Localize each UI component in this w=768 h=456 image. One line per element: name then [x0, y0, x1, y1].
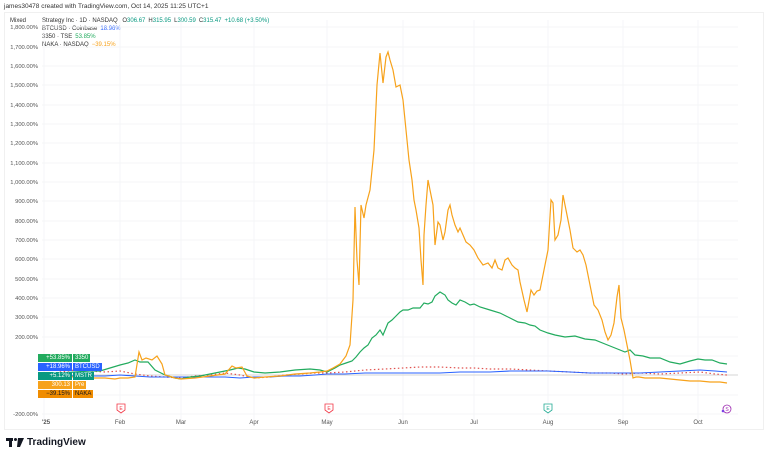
svg-text:S: S: [725, 407, 729, 413]
svg-text:500.00%: 500.00%: [15, 277, 38, 283]
grid: [42, 20, 738, 420]
svg-text:Sep: Sep: [618, 420, 629, 426]
svg-text:1,200.00%: 1,200.00%: [10, 141, 38, 147]
badge-3350: +53.85% 3350: [38, 354, 102, 362]
legend-ohlc: O306.67 H315.95 L300.59 C315.47 +10.68 (+3.5…: [122, 18, 272, 24]
split-event-oct[interactable]: S: [721, 404, 732, 414]
series-naka-line: [43, 50, 728, 384]
svg-text:Jul: Jul: [470, 420, 478, 426]
badge-value: +53.85%: [38, 354, 72, 362]
svg-text:1,300.00%: 1,300.00%: [10, 122, 38, 128]
change-value: +10.68 (+3.50%): [224, 18, 270, 24]
svg-text:E: E: [546, 406, 550, 412]
badge-value: +18.96%: [38, 363, 72, 371]
badge-symbol: 3350: [73, 354, 91, 362]
svg-text:300.00%: 300.00%: [15, 315, 38, 321]
high-label: H: [148, 18, 153, 24]
svg-text:1,500.00%: 1,500.00%: [10, 83, 38, 89]
brand-name: TradingView: [27, 437, 86, 448]
badge-btcusd: +18.96% BTCUSD: [38, 363, 102, 371]
legend-series-name: 3350 · TSE: [42, 34, 73, 40]
svg-text:E: E: [119, 406, 123, 412]
svg-text:1,000.00%: 1,000.00%: [10, 180, 38, 186]
legend: Strategy Inc · 1D · NASDAQ O306.67 H315.9…: [42, 17, 275, 49]
svg-text:700.00%: 700.00%: [15, 238, 38, 244]
series-3350-line: [43, 291, 728, 380]
svg-text:200.00%: 200.00%: [15, 335, 38, 341]
tradingview-logo-icon: [6, 438, 24, 447]
badge-symbol: MSTR: [73, 372, 94, 380]
svg-text:800.00%: 800.00%: [15, 219, 38, 225]
scale-mode-label[interactable]: Mixed: [10, 18, 27, 24]
badge-symbol: BTCUSD: [73, 363, 102, 371]
svg-text:1,700.00%: 1,700.00%: [10, 45, 38, 51]
open-value: 306.67: [127, 18, 146, 24]
y-axis: 1,800.00% 1,700.00% 1,600.00% 1,500.00% …: [10, 25, 38, 418]
svg-text:Mar: Mar: [176, 420, 186, 426]
chart-frame: [4, 12, 764, 430]
badge-premarket: 300.13 Pre: [38, 381, 102, 389]
badge-naka: −39.15% NAKA: [38, 390, 102, 398]
tradingview-brand[interactable]: TradingView: [6, 437, 86, 448]
earnings-event-feb[interactable]: E: [116, 403, 126, 414]
badge-symbol: Pre: [73, 381, 87, 389]
svg-text:1,400.00%: 1,400.00%: [10, 103, 38, 109]
svg-text:Aug: Aug: [543, 420, 554, 426]
legend-series-value: −39.15%: [91, 42, 116, 48]
svg-text:Oct: Oct: [693, 420, 703, 426]
svg-text:Jun: Jun: [398, 420, 408, 426]
legend-3350[interactable]: 3350 · TSE 53.85%: [42, 33, 275, 41]
open-label: O: [122, 18, 128, 24]
badge-mstr: +5.12% MSTR: [38, 372, 102, 380]
svg-text:400.00%: 400.00%: [15, 296, 38, 302]
badge-value: 300.13: [38, 381, 72, 389]
chart-credit: james30478 created with TradingView.com,…: [4, 3, 209, 10]
x-axis: '25 Feb Mar Apr May Jun Jul Aug Sep Oct: [42, 420, 703, 426]
price-scale-badges: +53.85% 3350 +18.96% BTCUSD +5.12% MSTR …: [38, 354, 102, 399]
low-label: L: [174, 18, 178, 24]
svg-text:-200.00%: -200.00%: [13, 412, 38, 418]
legend-main-name: Strategy Inc · 1D · NASDAQ: [42, 18, 118, 24]
close-label: C: [198, 18, 204, 24]
high-value: 315.95: [152, 18, 172, 24]
svg-text:E: E: [327, 406, 331, 412]
legend-series-name: BTCUSD · Coinbase: [42, 26, 98, 32]
svg-text:May: May: [321, 420, 332, 426]
earnings-event-aug[interactable]: E: [543, 403, 553, 414]
earnings-event-may[interactable]: E: [324, 403, 334, 414]
legend-series-name: NAKA · NASDAQ: [42, 42, 89, 48]
legend-btcusd[interactable]: BTCUSD · Coinbase 18.96%: [42, 25, 275, 33]
badge-value: +5.12%: [38, 372, 72, 380]
legend-series-value: 18.96%: [100, 26, 121, 32]
svg-text:'25: '25: [42, 420, 51, 426]
series-mstr-line: [43, 366, 728, 379]
svg-text:1,600.00%: 1,600.00%: [10, 64, 38, 70]
close-value: 315.47: [203, 18, 222, 24]
badge-symbol: NAKA: [73, 390, 94, 398]
svg-text:Feb: Feb: [115, 420, 126, 426]
svg-text:900.00%: 900.00%: [15, 199, 38, 205]
low-value: 300.59: [177, 18, 196, 24]
legend-naka[interactable]: NAKA · NASDAQ −39.15%: [42, 41, 275, 49]
badge-value: −39.15%: [38, 390, 72, 398]
svg-text:Apr: Apr: [249, 420, 258, 426]
legend-series-value: 53.85%: [75, 34, 96, 40]
svg-text:600.00%: 600.00%: [15, 257, 38, 263]
series-btcusd-line: [44, 369, 728, 379]
svg-text:1,800.00%: 1,800.00%: [10, 25, 38, 31]
svg-text:1,100.00%: 1,100.00%: [10, 161, 38, 167]
legend-main-series[interactable]: Strategy Inc · 1D · NASDAQ O306.67 H315.9…: [42, 17, 275, 25]
